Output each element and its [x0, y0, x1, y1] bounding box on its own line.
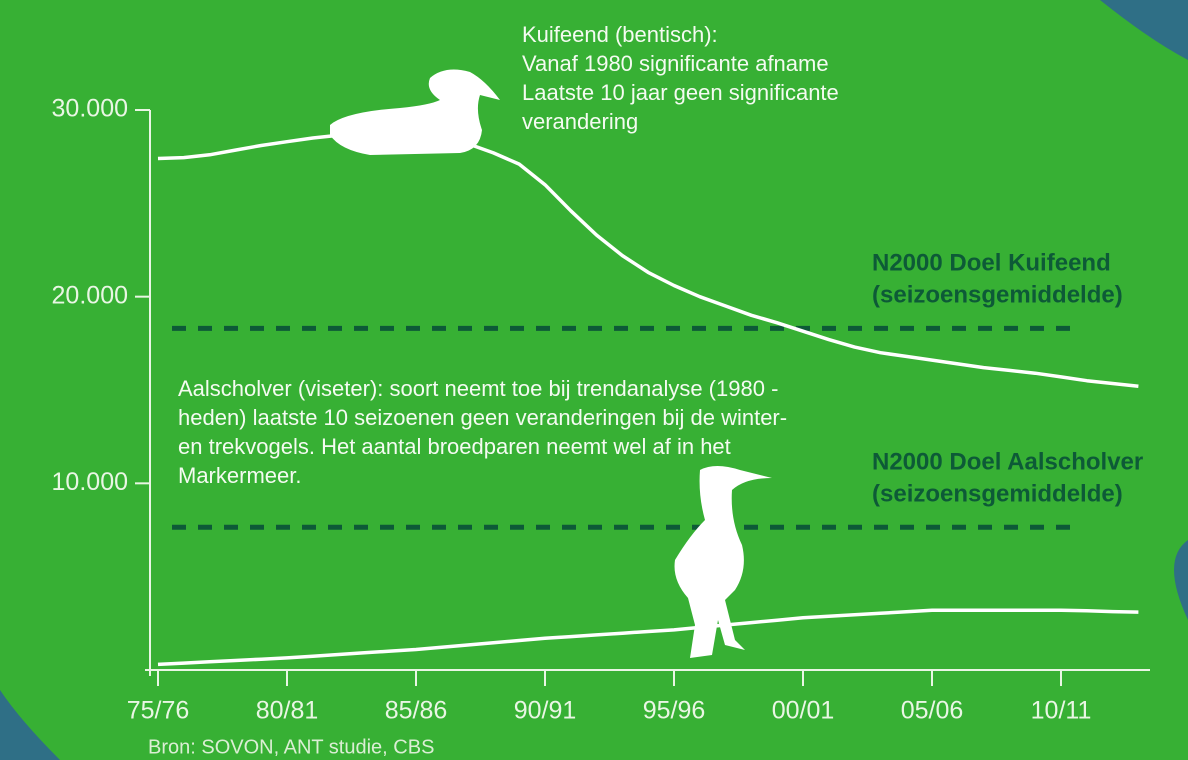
source: Bron: SOVON, ANT studie, CBS	[148, 736, 434, 758]
target-label: (seizoensgemiddelde)	[872, 282, 1123, 309]
annotation: en trekvogels. Het aantal broedparen nee…	[178, 434, 731, 459]
target-label: N2000 Doel Kuifeend	[872, 250, 1111, 277]
x-tick-label: 90/91	[514, 697, 577, 725]
x-tick-label: 05/06	[901, 697, 964, 725]
x-tick-label: 95/96	[643, 697, 706, 725]
annotation: Markermeer.	[178, 463, 301, 488]
y-tick-label: 20.000	[52, 281, 128, 309]
x-tick-label: 75/76	[127, 697, 190, 725]
x-tick-label: 00/01	[772, 697, 835, 725]
chart: Bron: SOVON, ANT studie, CBS 10.000 20.00…	[0, 0, 1188, 760]
target-label: N2000 Doel Aalscholver	[872, 449, 1143, 476]
annotation: Laatste 10 jaar geen significante	[522, 80, 839, 105]
annotation: Vanaf 1980 significante afname	[522, 51, 829, 76]
y-tick-label: 10.000	[52, 468, 128, 496]
y-tick-label: 30.000	[52, 95, 128, 123]
annotation: verandering	[522, 109, 638, 134]
x-tick-label: 10/11	[1031, 697, 1092, 725]
x-tick-label: 85/86	[385, 697, 448, 725]
x-tick-label: 80/81	[256, 697, 319, 725]
annotation: Kuifeend (bentisch):	[522, 22, 718, 47]
annotation: Aalscholver (viseter): soort neemt toe b…	[178, 376, 778, 401]
annotation: heden) laatste 10 seizoenen geen verande…	[178, 405, 787, 430]
target-label: (seizoensgemiddelde)	[872, 481, 1123, 508]
